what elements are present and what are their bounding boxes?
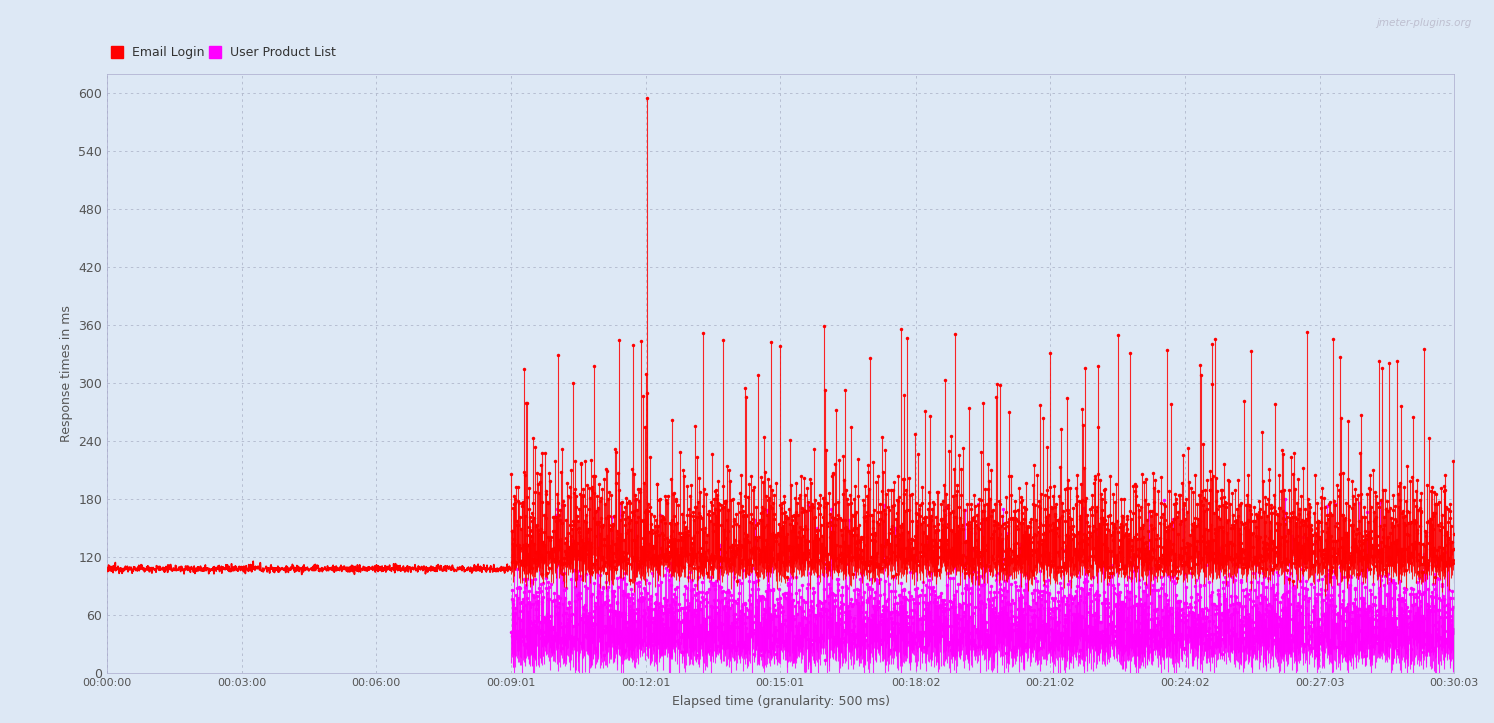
- Text: jmeter-plugins.org: jmeter-plugins.org: [1376, 18, 1472, 28]
- X-axis label: Elapsed time (granularity: 500 ms): Elapsed time (granularity: 500 ms): [672, 695, 890, 708]
- Y-axis label: Response times in ms: Response times in ms: [60, 305, 73, 442]
- Legend: Email Login, User Product List: Email Login, User Product List: [106, 41, 341, 64]
